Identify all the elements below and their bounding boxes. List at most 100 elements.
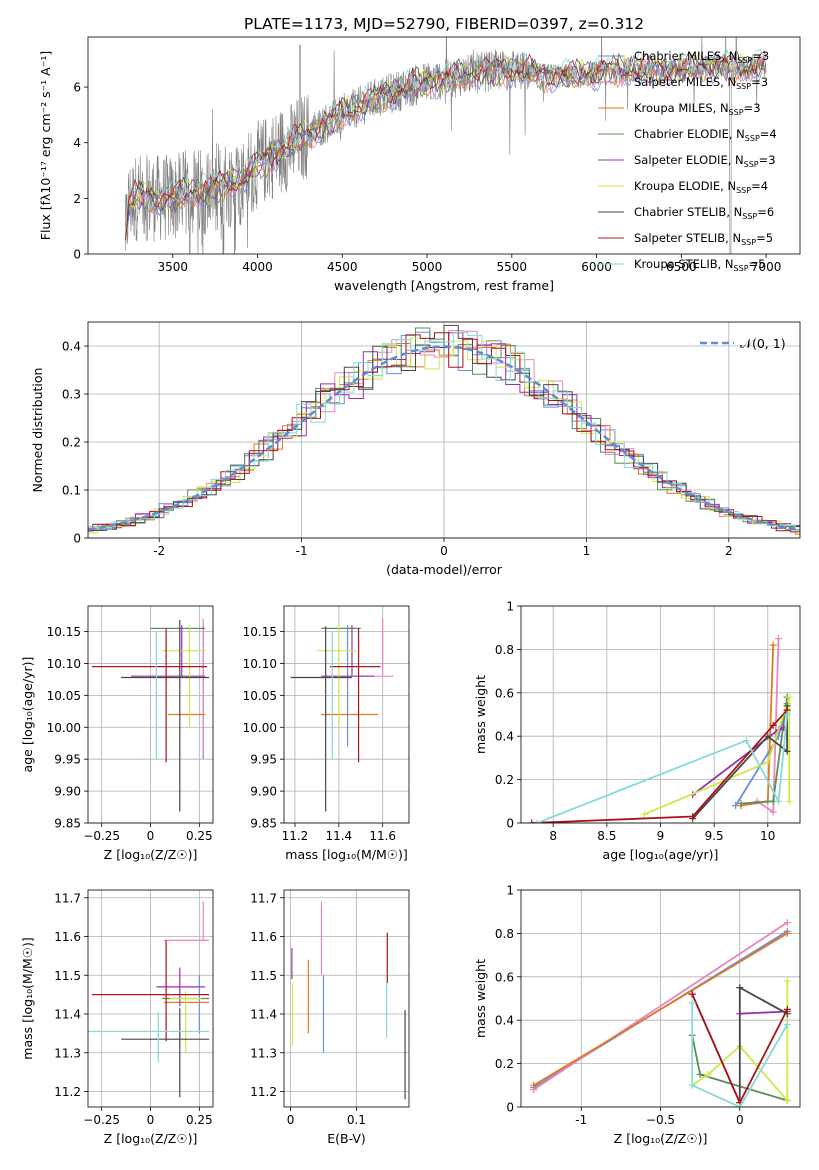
y-tick-label: 11.2 <box>250 1085 277 1099</box>
legend-sep: , N <box>721 49 737 63</box>
y-tick-label: 10.00 <box>243 721 277 735</box>
y-tick-label: 0.3 <box>62 388 81 402</box>
y-tick-label: 10.15 <box>243 625 277 639</box>
y-tick-label: 11.7 <box>250 891 277 905</box>
x-axis-label: age [log₁₀(age/yr)] <box>603 847 719 862</box>
y-tick-label: 9.90 <box>54 785 81 799</box>
weight-point-3-1 <box>696 1070 704 1078</box>
plot-area <box>530 919 791 1107</box>
legend-label-3: Chabrier ELODIE, NSSP=4 <box>634 127 777 143</box>
weight-line-1 <box>533 921 788 1091</box>
legend-eq: = <box>760 127 770 141</box>
weight-point-8-0 <box>533 819 541 823</box>
y-tick-label: 2 <box>73 192 81 206</box>
y-tick-label: 0 <box>73 532 81 546</box>
y-tick-label: 0.4 <box>495 730 514 744</box>
y-tick-label: 10.00 <box>47 721 81 735</box>
axes-frame <box>87 605 214 824</box>
weight-point-8-2 <box>736 1103 744 1107</box>
model-spectrum-8 <box>124 48 766 233</box>
legend-sub: SSP <box>745 134 760 143</box>
mass-vs-metallicity-panel: −0.25 0 0.25 11.2 11.3 11.4 11.5 11.6 11.7 Z [log… <box>20 889 214 1146</box>
x-tick-label: 10 <box>760 829 775 843</box>
legend-series-name: Salpeter MILES <box>634 75 720 89</box>
y-tick-label: 9.95 <box>54 753 81 767</box>
normal-curve <box>88 345 798 531</box>
legend-eq: = <box>749 257 759 271</box>
weight-point-1-2 <box>775 635 783 643</box>
x-tick-label: 4500 <box>327 260 358 274</box>
weight-point-5-3 <box>783 1096 791 1104</box>
y-tick-label: 0.8 <box>495 643 514 657</box>
legend-nssp: 6 <box>767 205 774 219</box>
y-tick-label: 9.95 <box>250 753 277 767</box>
legend-label-8: Kroupa STELIB, NSSP=5 <box>634 257 766 273</box>
x-tick-label: 0 <box>147 1113 155 1127</box>
y-tick-label: 10.05 <box>47 689 81 703</box>
legend-sep: , N <box>720 75 736 89</box>
y-axis-label: mass weight <box>473 959 488 1038</box>
y-axis-label: mass [log₁₀(M/M☉)] <box>20 937 35 1059</box>
x-tick-label: -1 <box>575 1113 587 1127</box>
legend-label-1: Salpeter MILES, NSSP=3 <box>634 75 768 91</box>
plot-area <box>290 618 394 812</box>
weight-point-5-2 <box>785 693 793 701</box>
weight-point-7-2 <box>769 721 777 729</box>
x-tick-label: 2 <box>725 544 733 558</box>
weight-point-1-1 <box>769 808 777 816</box>
y-tick-label: 4 <box>73 136 81 150</box>
legend-nssp: 5 <box>766 231 773 245</box>
legend-series-name: Kroupa MILES <box>634 101 713 115</box>
y-tick-label: 11.6 <box>250 930 277 944</box>
legend-sep: , N <box>720 179 736 193</box>
y-tick-label: 11.5 <box>54 969 81 983</box>
y-tick-label: 0 <box>506 1101 514 1115</box>
weight-point-5-1 <box>704 1070 712 1078</box>
x-tick-label: 0.25 <box>186 1113 213 1127</box>
weight-point-6-2 <box>736 984 744 992</box>
x-tick-label: -1 <box>296 544 308 558</box>
y-tick-label: 0.4 <box>62 340 81 354</box>
x-tick-label: 8.5 <box>597 829 616 843</box>
weight-point-8-2 <box>775 797 783 805</box>
axes-frame <box>87 36 801 255</box>
weight-line-7 <box>531 709 788 823</box>
y-tick-label: 11.4 <box>250 1008 277 1022</box>
y-tick-label: 10.05 <box>243 689 277 703</box>
legend-label-7: Salpeter STELIB, NSSP=5 <box>634 231 773 247</box>
x-tick-label: 9 <box>657 829 665 843</box>
weight-point-8-3 <box>783 711 791 718</box>
y-tick-label: 11.7 <box>54 891 81 905</box>
y-axis-label: Flux [fλ10⁻¹⁷ erg cm⁻² s⁻¹ A⁻¹] <box>38 51 53 240</box>
axes-frame <box>520 605 801 824</box>
legend-eq: = <box>751 179 761 193</box>
x-tick-label: 11.4 <box>325 829 352 843</box>
legend-label-6: Chabrier STELIB, NSSP=6 <box>634 205 774 221</box>
legend-label-2: Kroupa MILES, NSSP=3 <box>634 101 761 117</box>
legend-series-name: Chabrier MILES <box>634 49 721 63</box>
y-tick-label: 11.2 <box>54 1085 81 1099</box>
y-tick-label: 11.3 <box>250 1046 277 1060</box>
x-tick-label: 11.2 <box>282 829 309 843</box>
legend-series-name: Chabrier STELIB <box>634 205 726 219</box>
x-tick-label: 1 <box>583 544 591 558</box>
plot-area <box>528 635 793 823</box>
y-tick-label: 0.6 <box>495 970 514 984</box>
y-axis-label: mass weight <box>473 675 488 754</box>
x-tick-label: 0.1 <box>347 1113 366 1127</box>
x-tick-label: 0 <box>440 544 448 558</box>
x-axis-label: (data-model)/error <box>386 562 503 577</box>
y-tick-label: 10.15 <box>47 625 81 639</box>
weight-point-5-4 <box>783 977 791 985</box>
axes-frame <box>87 321 801 539</box>
x-tick-label: 0 <box>147 829 155 843</box>
y-tick-label: 9.90 <box>250 785 277 799</box>
plot-area <box>291 901 406 1100</box>
y-tick-label: 0.1 <box>62 484 81 498</box>
x-tick-label: 0 <box>736 1113 744 1127</box>
weight-point-3-0 <box>737 799 745 807</box>
histogram-8 <box>88 331 800 531</box>
y-tick-label: 6 <box>73 81 81 95</box>
plot-area <box>88 901 210 1098</box>
x-tick-label: 3500 <box>157 260 188 274</box>
